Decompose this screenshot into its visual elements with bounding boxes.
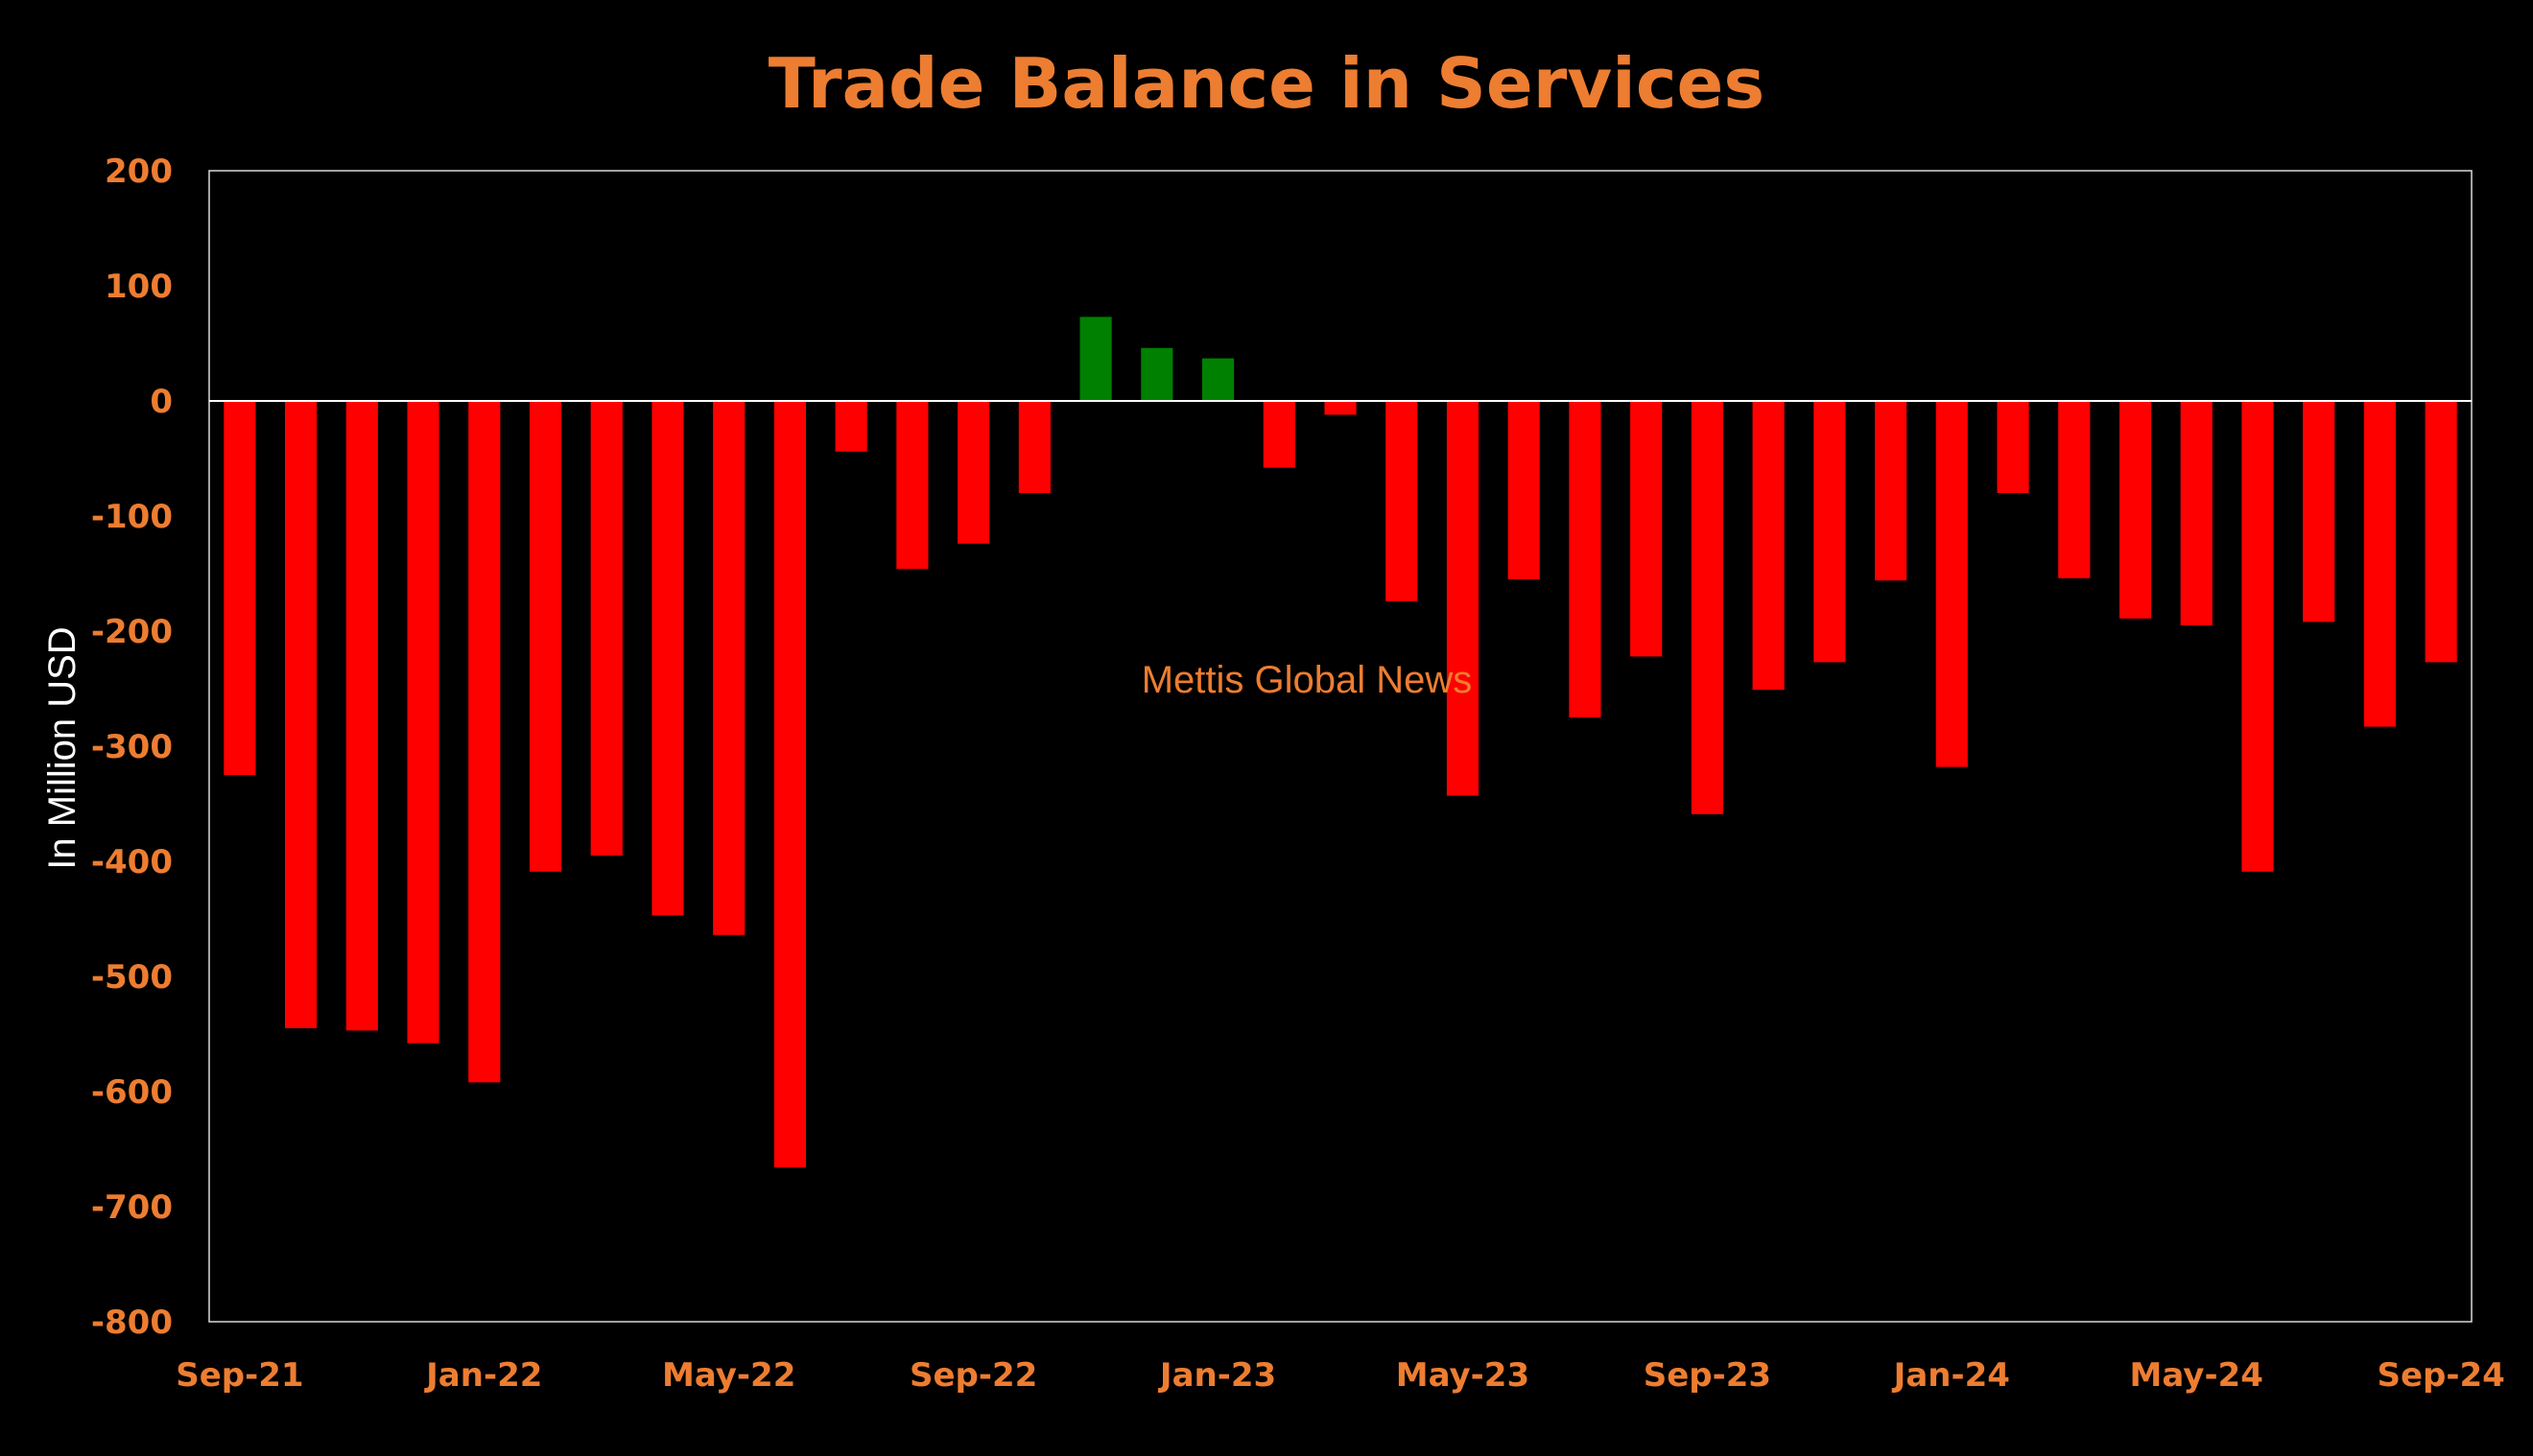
bar-Oct-22 [1018, 401, 1051, 493]
bar-Jun-22 [773, 401, 806, 1168]
bar-Jul-23 [1569, 401, 1601, 717]
y-tick-label: -400 [91, 843, 173, 881]
bar-Aug-23 [1630, 401, 1663, 657]
x-tick-label: Sep-23 [1644, 1356, 1771, 1395]
bar-Jun-24 [2241, 401, 2274, 872]
y-axis-label: In Million USD [41, 626, 83, 869]
y-tick-label: -300 [91, 728, 173, 766]
bar-Sep-22 [958, 401, 990, 544]
y-tick-label: 200 [105, 153, 173, 191]
bar-Mar-22 [590, 401, 623, 856]
bar-Sep-21 [224, 401, 256, 775]
bar-Jan-23 [1201, 358, 1235, 401]
bar-Nov-23 [1813, 401, 1846, 663]
y-tick-label: -100 [91, 498, 173, 536]
y-tick-label: -700 [91, 1188, 173, 1227]
bar-Jul-22 [835, 401, 867, 452]
bar-Apr-22 [651, 401, 684, 916]
x-tick-label: May-22 [662, 1356, 795, 1395]
bar-May-24 [2180, 401, 2213, 625]
bar-Feb-24 [1997, 401, 2029, 493]
bar-Jun-23 [1507, 401, 1540, 579]
bar-Apr-23 [1385, 401, 1418, 601]
bar-Aug-22 [896, 401, 929, 570]
bar-Sep-24 [2425, 401, 2457, 663]
bars-group [224, 317, 2457, 1168]
y-tick-label: -800 [91, 1303, 173, 1342]
x-tick-label: May-24 [2130, 1356, 2263, 1395]
bar-May-22 [713, 401, 746, 935]
x-tick-label: May-23 [1396, 1356, 1529, 1395]
bar-Mar-24 [2058, 401, 2091, 578]
x-tick-label: Sep-22 [910, 1356, 1037, 1395]
bar-Dec-22 [1141, 347, 1173, 401]
plot-frame [208, 170, 2473, 1323]
y-tick-label: -200 [91, 613, 173, 651]
bar-Apr-24 [2119, 401, 2152, 619]
y-tick-label: 100 [105, 268, 173, 306]
bar-Dec-21 [407, 401, 439, 1044]
bar-Oct-21 [285, 401, 318, 1028]
y-tick-labels: 200 100 0 -100 -200 -300 -400 -500 -600 -700 -800 [91, 153, 173, 1342]
watermark-text: Mettis Global News [1142, 659, 1473, 701]
bar-Oct-23 [1752, 401, 1785, 691]
x-tick-labels: Sep-21 Jan-22 May-22 Sep-22 Jan-23 May-23 Sep-… [176, 1356, 2505, 1395]
bar-Jul-24 [2303, 401, 2335, 622]
bar-Dec-23 [1875, 401, 1907, 581]
bar-May-23 [1446, 401, 1480, 796]
bar-Nov-21 [345, 401, 378, 1031]
bar-Sep-23 [1691, 401, 1723, 814]
x-tick-label: Jan-24 [1892, 1356, 2010, 1395]
x-tick-label: Jan-22 [424, 1356, 542, 1395]
bar-Jan-24 [1935, 401, 1968, 767]
bar-Jan-22 [468, 401, 501, 1083]
x-tick-label: Sep-21 [176, 1356, 303, 1395]
bar-Aug-24 [2363, 401, 2396, 727]
y-tick-label: 0 [150, 383, 173, 421]
y-tick-label: -500 [91, 958, 173, 997]
bar-Feb-23 [1263, 401, 1295, 468]
x-tick-label: Sep-24 [2377, 1356, 2504, 1395]
bar-Nov-22 [1079, 317, 1112, 401]
x-tick-label: Jan-23 [1158, 1356, 1276, 1395]
chart-title: Trade Balance in Services [769, 43, 1764, 124]
bar-Mar-23 [1324, 401, 1357, 415]
bar-Feb-22 [529, 401, 562, 872]
y-tick-label: -600 [91, 1073, 173, 1112]
